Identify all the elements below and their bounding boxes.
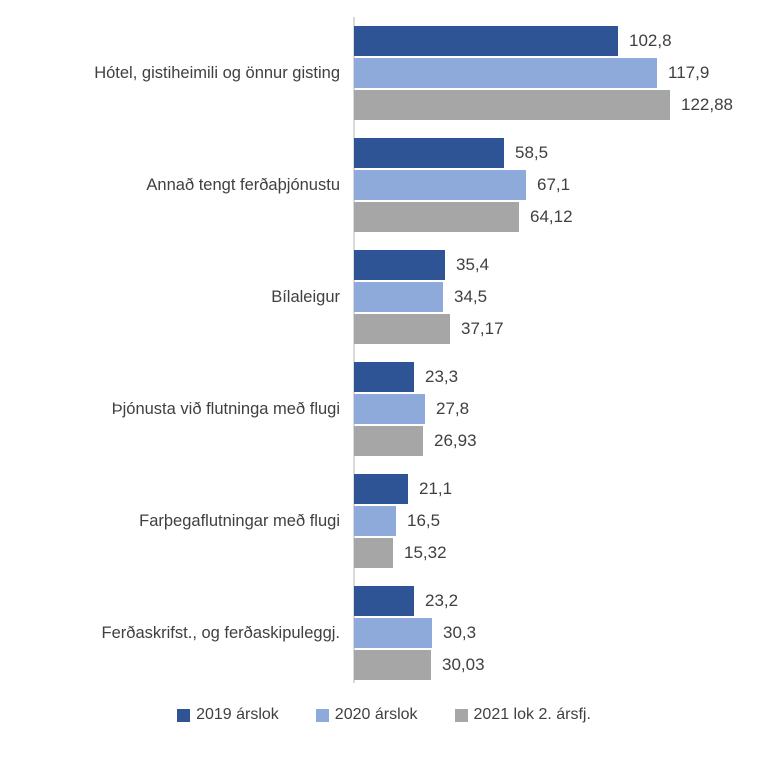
bar-group: Ferðaskrifst., og ferðaskipuleggj. 23,2 30… (0, 586, 768, 680)
bar-row: 102,8 (354, 26, 768, 56)
value-label: 122,88 (681, 95, 733, 114)
value-label: 30,3 (443, 623, 477, 642)
bar (354, 474, 408, 504)
legend-swatch (315, 708, 329, 722)
legend-label: 2019 árslok (196, 706, 279, 723)
bar-group: Annað tengt ferðaþjónustu 58,5 67,1 64,12 (0, 138, 768, 232)
legend-item: 2021 lok 2. ársfj. (454, 706, 591, 724)
bar (354, 26, 618, 56)
bar (354, 170, 526, 200)
bar-row: 23,2 (354, 586, 768, 616)
legend-label: 2021 lok 2. ársfj. (473, 706, 591, 723)
bar-row: 26,93 (354, 426, 768, 456)
bar-group: Farþegaflutningar með flugi 21,1 16,5 15,32 (0, 474, 768, 568)
bar-row: 21,1 (354, 474, 768, 504)
bar (354, 618, 432, 648)
category-label: Annað tengt ferðaþjónustu (146, 175, 340, 194)
bar-group: Hótel, gistiheimili og önnur gisting 102,… (0, 26, 768, 120)
bar (354, 650, 431, 680)
value-label: 102,8 (629, 31, 672, 50)
bar (354, 506, 396, 536)
bar-row: 30,03 (354, 650, 768, 680)
bar-row: 67,1 (354, 170, 768, 200)
legend-item: 2019 árslok (177, 706, 279, 724)
bar-group: Þjónusta við flutninga með flugi 23,3 27,8… (0, 362, 768, 456)
chart-legend: 2019 árslok 2020 árslok 2021 lok 2. ársfj. (0, 706, 768, 724)
value-label: 64,12 (530, 207, 573, 226)
bar-row: 64,12 (354, 202, 768, 232)
bar-stack: 35,4 34,5 37,17 (354, 250, 768, 344)
bar-row: 58,5 (354, 138, 768, 168)
bar-row: 37,17 (354, 314, 768, 344)
bar-row: 122,88 (354, 90, 768, 120)
bar (354, 202, 519, 232)
value-label: 23,3 (425, 367, 459, 386)
bar-row: 34,5 (354, 282, 768, 312)
legend-swatch (454, 708, 468, 722)
bar (354, 362, 414, 392)
bar-stack: 23,3 27,8 26,93 (354, 362, 768, 456)
bar-stack: 21,1 16,5 15,32 (354, 474, 768, 568)
bar (354, 250, 445, 280)
bar-row: 30,3 (354, 618, 768, 648)
bar-stack: 23,2 30,3 30,03 (354, 586, 768, 680)
bar-row: 23,3 (354, 362, 768, 392)
legend-item: 2020 árslok (315, 706, 418, 724)
value-label: 37,17 (461, 319, 504, 338)
category-axis-line (353, 17, 355, 683)
bar (354, 90, 670, 120)
bar-row: 35,4 (354, 250, 768, 280)
bar-stack: 58,5 67,1 64,12 (354, 138, 768, 232)
bar-row: 27,8 (354, 394, 768, 424)
bar (354, 314, 450, 344)
bar (354, 426, 423, 456)
value-label: 16,5 (407, 511, 441, 530)
value-label: 58,5 (515, 143, 549, 162)
bar-stack: 102,8 117,9 122,88 (354, 26, 768, 120)
bar (354, 586, 414, 616)
bar (354, 538, 393, 568)
value-label: 67,1 (537, 175, 571, 194)
value-label: 23,2 (425, 591, 459, 610)
bar (354, 282, 443, 312)
value-label: 21,1 (419, 479, 453, 498)
bar-groups: Hótel, gistiheimili og önnur gisting 102,… (0, 26, 768, 698)
bar-group: Bílaleigur 35,4 34,5 37,17 (0, 250, 768, 344)
category-label: Bílaleigur (271, 287, 340, 306)
category-label: Hótel, gistiheimili og önnur gisting (94, 63, 340, 82)
value-label: 35,4 (456, 255, 490, 274)
value-label: 117,9 (668, 63, 710, 82)
bar (354, 394, 425, 424)
legend-swatch (177, 708, 191, 722)
bar (354, 138, 504, 168)
value-label: 15,32 (404, 543, 447, 562)
category-label: Þjónusta við flutninga með flugi (111, 399, 340, 418)
category-label: Ferðaskrifst., og ferðaskipuleggj. (101, 623, 340, 642)
category-label: Farþegaflutningar með flugi (139, 511, 340, 530)
value-label: 34,5 (454, 287, 488, 306)
value-label: 30,03 (442, 655, 485, 674)
value-label: 27,8 (436, 399, 470, 418)
value-label: 26,93 (434, 431, 477, 450)
bar-row: 117,9 (354, 58, 768, 88)
bar (354, 58, 657, 88)
bar-row: 15,32 (354, 538, 768, 568)
legend-label: 2020 árslok (334, 706, 418, 723)
bar-row: 16,5 (354, 506, 768, 536)
